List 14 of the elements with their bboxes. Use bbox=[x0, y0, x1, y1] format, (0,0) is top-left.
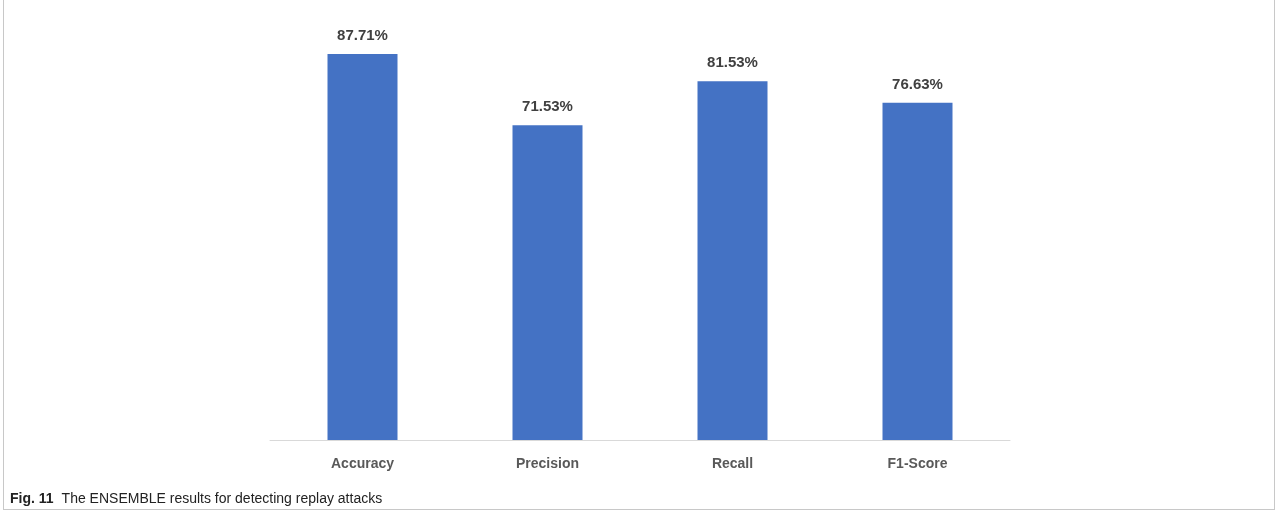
x-tick-label: Precision bbox=[515, 455, 580, 471]
bar bbox=[512, 125, 583, 440]
text: The ENSEMBLE results for detecting replay attacks bbox=[61, 490, 383, 506]
x-tick-label: F1-Score bbox=[887, 455, 948, 471]
data-label: 81.53% bbox=[707, 53, 758, 71]
bar bbox=[882, 102, 953, 440]
data-label: 71.53% bbox=[522, 97, 573, 115]
x-tick-label: Accuracy bbox=[330, 455, 395, 471]
bar bbox=[697, 81, 768, 440]
data-label: 87.71% bbox=[337, 26, 388, 44]
data-label: 76.63% bbox=[892, 74, 943, 92]
bar bbox=[327, 54, 398, 440]
caption: Fig. 11 bbox=[10, 490, 54, 506]
x-tick-label: Recall bbox=[711, 455, 754, 471]
